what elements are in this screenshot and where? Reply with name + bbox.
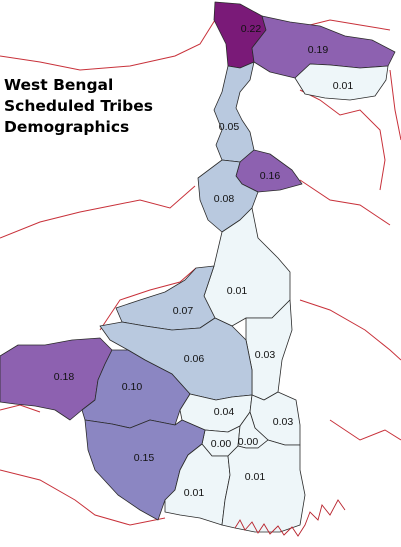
bangladesh-east-line [389, 69, 401, 141]
label-paschim-medinipur: 0.15 [134, 452, 155, 464]
label-murshidabad: 0.01 [227, 285, 248, 297]
district-shapes [0, 1, 396, 533]
title-line-3: Demographics [4, 118, 130, 136]
bihar-jharkhand-line [99, 267, 197, 331]
district-birbhum[interactable] [115, 265, 216, 331]
bangladesh-south-line [299, 299, 401, 361]
title-line-1: West Bengal [4, 76, 114, 94]
district-south-24-parganas[interactable] [221, 439, 306, 533]
bangladesh-delta-line [329, 419, 401, 441]
bangladesh-north-line [299, 89, 386, 191]
district-purba-medinipur[interactable] [164, 443, 231, 526]
label-howrah: 0.00 [211, 438, 232, 450]
district-cooch-behar[interactable] [294, 63, 389, 101]
label-dakshin-dinajpur: 0.16 [260, 170, 281, 182]
bihar-border-line [0, 185, 196, 239]
jharkhand-border-line [0, 469, 166, 526]
label-darjeeling: 0.22 [241, 23, 262, 35]
label-malda: 0.08 [214, 193, 235, 205]
nepal-border-line [0, 19, 216, 71]
sundarbans-coastline [234, 499, 346, 537]
label-birbhum: 0.07 [173, 305, 194, 317]
label-jalpaiguri: 0.19 [308, 44, 329, 56]
map-title: West Bengal Scheduled Tribes Demographic… [4, 75, 153, 138]
label-cooch-behar: 0.01 [333, 80, 354, 92]
label-purba-medinipur: 0.01 [184, 487, 205, 499]
title-line-2: Scheduled Tribes [4, 97, 154, 115]
district-value-labels: 0.22 0.19 0.01 0.05 0.16 0.08 0.01 0.07 … [54, 23, 354, 499]
label-kolkata: 0.00 [238, 436, 259, 448]
bangladesh-mid-line [299, 179, 391, 226]
label-uttar-dinajpur: 0.05 [219, 121, 240, 133]
label-purulia: 0.18 [54, 371, 75, 383]
label-south-24-parganas: 0.01 [245, 471, 266, 483]
label-hooghly: 0.04 [214, 406, 235, 418]
jharkhand-west-line [0, 404, 41, 413]
label-bankura: 0.10 [122, 381, 143, 393]
district-uttar-dinajpur[interactable] [213, 61, 255, 163]
label-bardhaman: 0.06 [184, 353, 205, 365]
label-nadia: 0.03 [255, 349, 276, 361]
label-north-24-parganas: 0.03 [273, 416, 294, 428]
